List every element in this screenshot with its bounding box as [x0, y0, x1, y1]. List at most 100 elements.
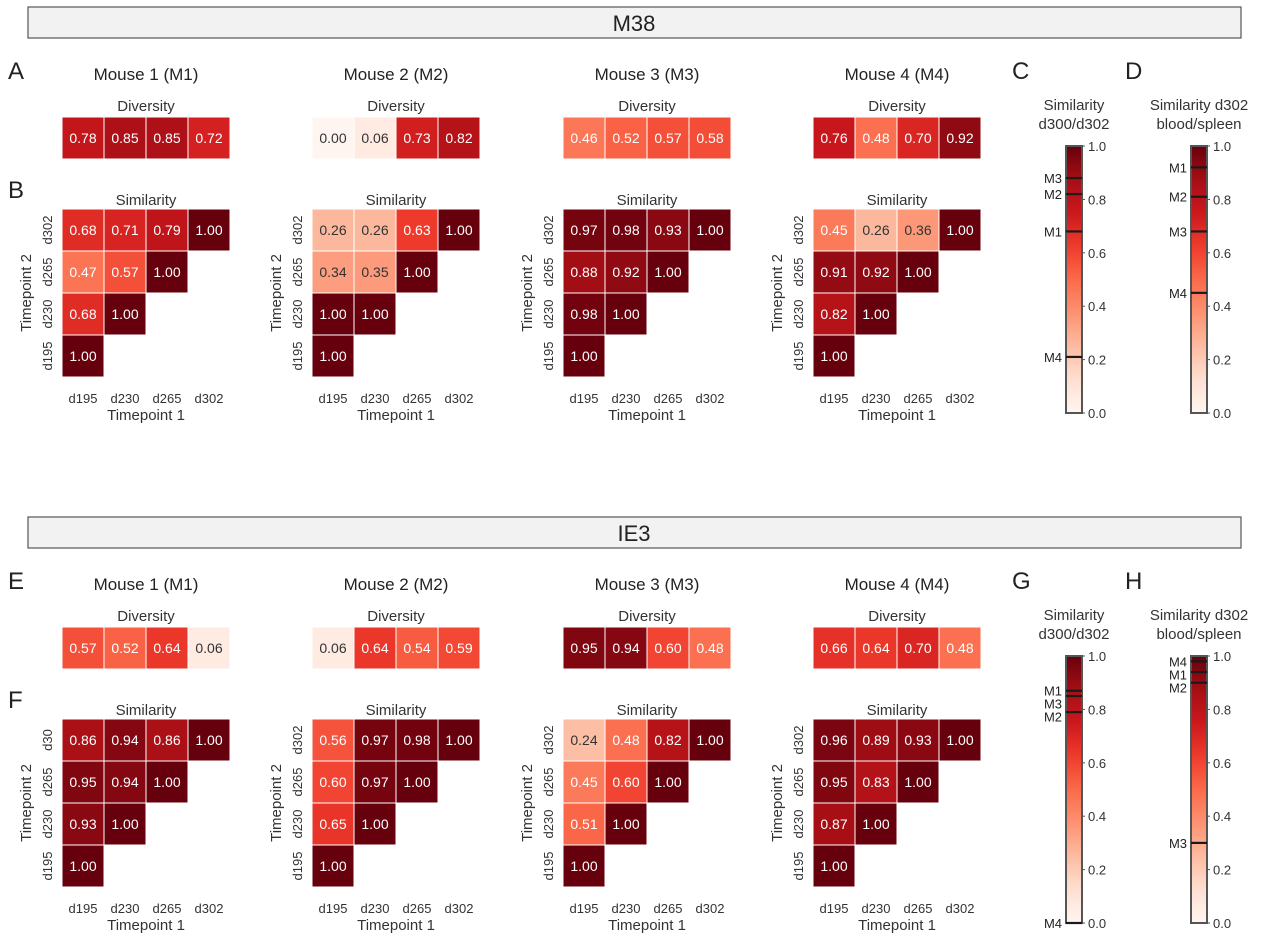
y-tick-label: d265: [290, 768, 305, 797]
colorbar-title: d300/d302: [1039, 626, 1110, 643]
similarity-cell: [103, 802, 147, 846]
y-tick-label: d302: [290, 216, 305, 245]
similarity-cell: [938, 718, 982, 762]
similarity-value: 1.00: [654, 264, 681, 280]
similarity-value: 0.95: [820, 774, 847, 790]
similarity-cell: [646, 760, 690, 804]
similarity-value: 0.60: [612, 774, 639, 790]
similarity-cell: [311, 760, 355, 804]
similarity-cell: [437, 718, 481, 762]
similarity-cell: [187, 208, 231, 252]
x-tick-label: d302: [445, 901, 474, 916]
colorbar-tick-label: 0.0: [1088, 406, 1106, 421]
colorbar-tick-label: 1.0: [1088, 649, 1106, 664]
similarity-cell: [812, 208, 856, 252]
diversity-value: 0.52: [612, 130, 639, 146]
diversity-value: 0.64: [862, 640, 889, 656]
diversity-cell: [353, 626, 397, 670]
y-tick-label: d195: [541, 342, 556, 371]
similarity-value: 1.00: [111, 306, 138, 322]
similarity-value: 0.24: [570, 732, 597, 748]
diversity-value: 0.64: [361, 640, 388, 656]
similarity-label: Similarity: [116, 192, 177, 209]
y-axis-label: Timepoint 2: [18, 254, 35, 332]
similarity-cell: [854, 208, 898, 252]
similarity-value: 1.00: [696, 222, 723, 238]
y-tick-label: d230: [40, 810, 55, 839]
y-tick-label: d195: [541, 852, 556, 881]
colorbar-tick-label: 0.4: [1213, 299, 1231, 314]
colorbar: Similarity d302 blood/spleen 0.0 0.2 0.4 0.6 0…: [1150, 97, 1248, 421]
diversity-value: 0.57: [654, 130, 681, 146]
similarity-value: 0.96: [820, 732, 847, 748]
similarity-value: 0.88: [570, 264, 597, 280]
similarity-value: 0.94: [111, 774, 138, 790]
x-tick-label: d265: [904, 391, 933, 406]
diversity-value: 0.78: [69, 130, 96, 146]
colorbar-tick-label: 0.4: [1213, 809, 1231, 824]
colorbar-marker-label: M3: [1169, 836, 1187, 851]
colorbar-tick-label: 0.0: [1213, 916, 1231, 931]
y-axis-label: Timepoint 2: [519, 764, 536, 842]
colorbar-title: blood/spleen: [1156, 116, 1241, 133]
diversity-value: 0.92: [946, 130, 973, 146]
y-tick-label: d265: [40, 768, 55, 797]
colorbar-tick-label: 1.0: [1213, 649, 1231, 664]
colorbar-tick-label: 0.4: [1088, 299, 1106, 314]
similarity-cell: [103, 718, 147, 762]
x-axis-label: Timepoint 1: [107, 917, 185, 934]
similarity-value: 0.36: [904, 222, 931, 238]
similarity-value: 0.47: [69, 264, 96, 280]
colorbar-marker-label: M2: [1044, 187, 1062, 202]
panel-letter: A: [8, 58, 24, 85]
colorbar-marker-label: M2: [1044, 710, 1062, 725]
diversity-value: 0.59: [445, 640, 472, 656]
similarity-cell: [896, 760, 940, 804]
y-axis-label: Timepoint 2: [769, 254, 786, 332]
diversity-value: 0.48: [946, 640, 973, 656]
similarity-value: 1.00: [696, 732, 723, 748]
y-axis-label: Timepoint 2: [268, 764, 285, 842]
y-tick-label: d265: [791, 258, 806, 287]
similarity-cell: [187, 718, 231, 762]
x-tick-label: d195: [820, 391, 849, 406]
similarity-label: Similarity: [366, 702, 427, 719]
similarity-value: 0.93: [654, 222, 681, 238]
x-tick-label: d265: [654, 901, 683, 916]
y-tick-label: d302: [791, 216, 806, 245]
colorbar-tick-label: 0.8: [1088, 702, 1106, 717]
diversity-cell: [896, 116, 940, 160]
x-axis-label: Timepoint 1: [608, 917, 686, 934]
colorbar-marker-label: M2: [1169, 190, 1187, 205]
similarity-value: 0.97: [361, 732, 388, 748]
colorbar-marker-label: M1: [1044, 224, 1062, 239]
x-axis-label: Timepoint 1: [608, 407, 686, 424]
diversity-value: 0.06: [319, 640, 346, 656]
similarity-cell: [103, 292, 147, 336]
diversity-label: Diversity: [618, 98, 676, 115]
colorbar-title: Similarity: [1044, 97, 1105, 114]
panel-letter: D: [1125, 58, 1142, 85]
diversity-cell: [812, 626, 856, 670]
diversity-cell: [938, 116, 982, 160]
similarity-value: 1.00: [361, 816, 388, 832]
colorbar-tick-label: 0.2: [1088, 353, 1106, 368]
colorbar-title: blood/spleen: [1156, 626, 1241, 643]
diversity-label: Diversity: [117, 608, 175, 625]
diversity-cell: [437, 116, 481, 160]
y-axis-label: Timepoint 2: [18, 764, 35, 842]
y-tick-label: d302: [290, 726, 305, 755]
similarity-value: 0.98: [403, 732, 430, 748]
similarity-cell: [812, 334, 856, 378]
colorbar-tick-label: 0.2: [1213, 353, 1231, 368]
colorbar-tick-label: 0.6: [1088, 246, 1106, 261]
x-tick-label: d230: [361, 391, 390, 406]
similarity-value: 0.65: [319, 816, 346, 832]
similarity-value: 0.68: [69, 222, 96, 238]
diversity-value: 0.73: [403, 130, 430, 146]
x-tick-label: d302: [946, 901, 975, 916]
similarity-cell: [311, 208, 355, 252]
section-header-bar: [27, 6, 1242, 39]
y-tick-label: d230: [40, 300, 55, 329]
mouse-title: Mouse 4 (M4): [845, 575, 950, 594]
